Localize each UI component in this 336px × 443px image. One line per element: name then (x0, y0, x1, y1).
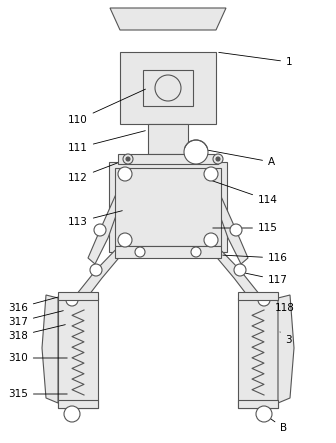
Text: 112: 112 (68, 163, 117, 183)
Bar (238, 292, 278, 300)
Circle shape (90, 264, 102, 276)
Bar (115, 168, 221, 246)
Text: 1: 1 (219, 52, 293, 67)
Bar (148, 124, 188, 154)
Bar (58, 400, 98, 408)
Circle shape (135, 247, 145, 257)
Text: 116: 116 (223, 253, 288, 263)
Circle shape (234, 264, 246, 276)
Text: 118: 118 (266, 301, 295, 313)
Circle shape (94, 224, 106, 236)
Polygon shape (110, 8, 226, 30)
Polygon shape (72, 240, 128, 308)
Polygon shape (88, 174, 128, 264)
Text: 317: 317 (8, 311, 63, 327)
Bar (58, 298, 98, 408)
Bar (120, 52, 216, 124)
Circle shape (184, 140, 208, 164)
Circle shape (204, 233, 218, 247)
Bar (58, 292, 98, 300)
Circle shape (204, 167, 218, 181)
Text: 315: 315 (8, 389, 67, 399)
Text: 110: 110 (68, 89, 145, 125)
Text: B: B (266, 416, 287, 433)
Bar (238, 400, 278, 408)
Polygon shape (208, 174, 248, 264)
Text: 318: 318 (8, 325, 65, 341)
Polygon shape (208, 240, 264, 308)
Circle shape (191, 247, 201, 257)
Bar (115, 246, 221, 258)
Text: A: A (199, 148, 275, 167)
Circle shape (258, 294, 270, 306)
Circle shape (155, 75, 181, 101)
Circle shape (256, 406, 272, 422)
Circle shape (66, 294, 78, 306)
Polygon shape (42, 295, 58, 403)
Text: 3: 3 (280, 332, 292, 345)
Circle shape (126, 157, 130, 161)
Bar (238, 298, 278, 408)
Text: 310: 310 (8, 353, 67, 363)
Circle shape (64, 406, 80, 422)
Text: 111: 111 (68, 131, 145, 153)
Text: 115: 115 (213, 223, 278, 233)
Circle shape (230, 224, 242, 236)
Polygon shape (278, 295, 294, 403)
Circle shape (118, 167, 132, 181)
Text: 316: 316 (8, 297, 59, 313)
Circle shape (216, 157, 220, 161)
Text: 114: 114 (213, 181, 278, 205)
Bar (118, 154, 218, 164)
Bar (143, 70, 193, 106)
Circle shape (118, 233, 132, 247)
Text: 113: 113 (68, 211, 122, 227)
Bar (109, 162, 227, 252)
Circle shape (213, 154, 223, 164)
Text: 117: 117 (243, 272, 288, 285)
Circle shape (123, 154, 133, 164)
